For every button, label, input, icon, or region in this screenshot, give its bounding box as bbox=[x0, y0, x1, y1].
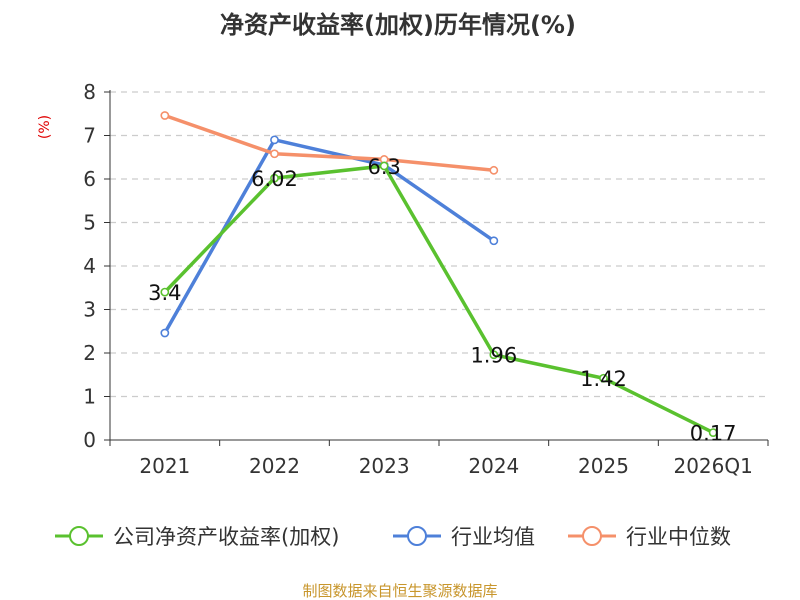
point-s0-2026Q1 bbox=[708, 428, 718, 438]
x-tick-label-2024: 2024 bbox=[468, 454, 519, 478]
y-tick-label-1: 1 bbox=[83, 385, 96, 409]
point-s0-2024 bbox=[489, 350, 499, 360]
source-note: 制图数据来自恒生聚源数据库 bbox=[302, 582, 497, 600]
data-labels: 3.4 6.02 6.3 1.96 1.42 0.17 bbox=[148, 155, 736, 446]
axes: 0 1 2 3 4 5 6 7 8 2021 2022 2023 2024 2025 2026Q1 bbox=[83, 80, 769, 478]
chart-title: 净资产收益率(加权)历年情况(%) bbox=[220, 11, 576, 39]
legend-item-0[interactable]: 公司净资产收益率(加权) bbox=[55, 525, 339, 549]
y-tick-label-4: 4 bbox=[83, 254, 96, 278]
y-tick-label-6: 6 bbox=[83, 167, 96, 191]
legend[interactable]: 公司净资产收益率(加权) 行业均值 行业中位数 bbox=[55, 525, 731, 549]
point-s0-2025 bbox=[599, 373, 608, 383]
legend-marker-0 bbox=[69, 526, 89, 546]
legend-item-2[interactable]: 行业中位数 bbox=[568, 525, 731, 549]
series-lines bbox=[160, 111, 718, 438]
y-tick-label-5: 5 bbox=[83, 211, 96, 235]
point-s2-2022 bbox=[270, 149, 279, 159]
data-label-2024: 1.96 bbox=[470, 344, 517, 368]
y-tick-label-8: 8 bbox=[83, 80, 96, 104]
point-s1-2021 bbox=[160, 328, 170, 338]
point-s1-2022 bbox=[270, 135, 279, 145]
legend-label-2: 行业中位数 bbox=[626, 525, 731, 549]
data-label-2023: 6.3 bbox=[367, 155, 400, 179]
point-s2-2024 bbox=[489, 165, 499, 175]
legend-marker-1 bbox=[407, 526, 427, 546]
x-tick-label-2025: 2025 bbox=[578, 454, 629, 478]
x-tick-label-2021: 2021 bbox=[139, 454, 190, 478]
y-tick-label-0: 0 bbox=[83, 428, 96, 452]
data-label-2025: 1.42 bbox=[580, 367, 627, 391]
x-tick-label-2026Q1: 2026Q1 bbox=[673, 454, 752, 478]
x-tick-label-2022: 2022 bbox=[249, 454, 300, 478]
point-s2-2021 bbox=[160, 111, 170, 120]
legend-marker-2 bbox=[582, 526, 602, 546]
y-axis-label: (%) bbox=[37, 115, 53, 139]
series-line-2 bbox=[164, 113, 495, 173]
data-label-2021: 3.4 bbox=[148, 281, 181, 305]
legend-label-0: 公司净资产收益率(加权) bbox=[113, 525, 339, 549]
series-line-1 bbox=[163, 138, 495, 334]
point-s0-2021 bbox=[160, 287, 170, 297]
point-s0-2023 bbox=[379, 161, 389, 171]
data-label-2026Q1: 0.17 bbox=[690, 422, 737, 446]
legend-item-1[interactable]: 行业均值 bbox=[393, 525, 535, 549]
x-tick-label-2023: 2023 bbox=[359, 454, 410, 478]
series-line-0 bbox=[163, 164, 714, 435]
y-tick-label-7: 7 bbox=[83, 124, 96, 148]
point-s1-2024 bbox=[489, 236, 499, 246]
y-tick-label-3: 3 bbox=[83, 298, 96, 322]
point-s0-2022 bbox=[270, 173, 279, 183]
data-label-2022: 6.02 bbox=[251, 167, 298, 191]
y-tick-label-2: 2 bbox=[83, 341, 96, 365]
legend-label-1: 行业均值 bbox=[451, 525, 535, 549]
